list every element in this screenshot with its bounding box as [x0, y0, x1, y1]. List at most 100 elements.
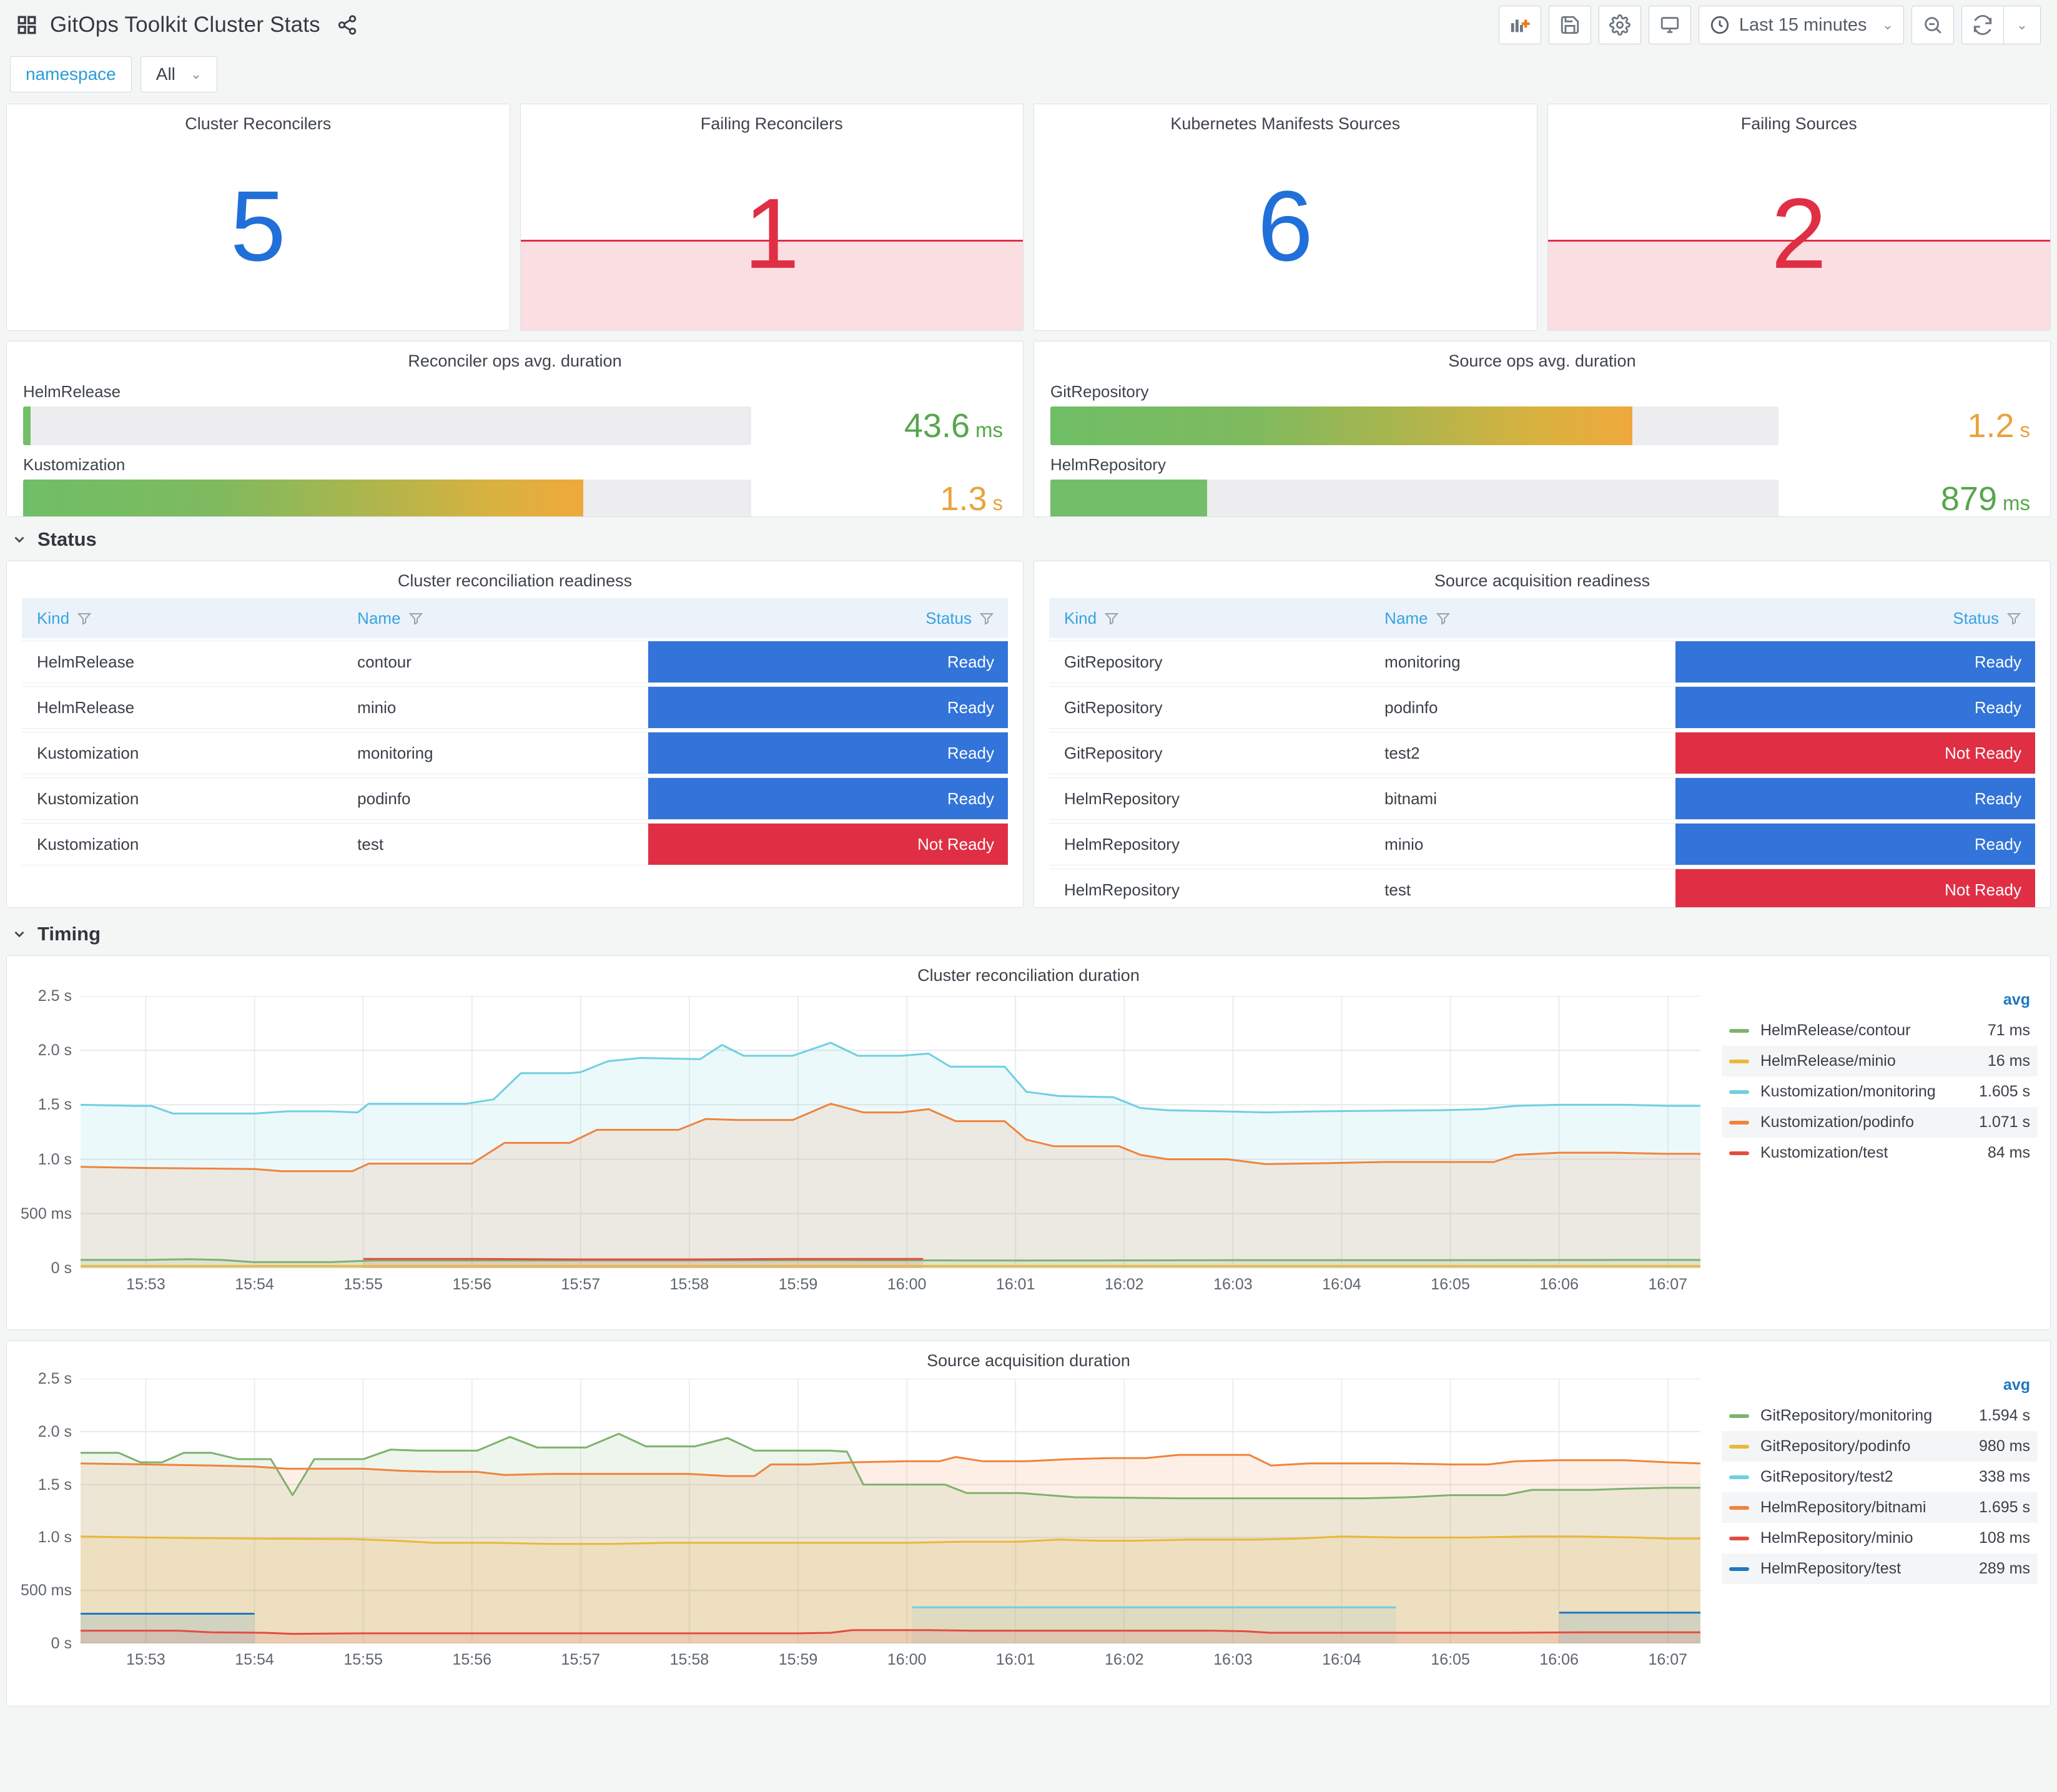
panel-title[interactable]: Cluster reconciliation readiness	[397, 571, 633, 590]
share-icon[interactable]	[337, 14, 358, 36]
status-badge: Ready	[1675, 641, 2035, 682]
panel-title[interactable]: Failing Sources	[1740, 114, 1857, 133]
filter-icon[interactable]	[408, 611, 423, 626]
table-row: HelmRelease minio Ready	[22, 686, 1008, 729]
cell-kind: GitRepository	[1064, 697, 1163, 717]
dashboard-settings-button[interactable]	[1598, 6, 1641, 44]
filter-icon[interactable]	[77, 611, 92, 626]
legend-item[interactable]: GitRepository/test2 338 ms	[1722, 1462, 2038, 1492]
table-panel-cluster-reconciliation-readiness: Cluster reconciliation readiness Kind Na…	[6, 561, 1024, 908]
table-header-row: Kind Name Status	[1049, 598, 2035, 638]
filter-icon[interactable]	[1104, 611, 1119, 626]
legend-avg-header[interactable]: avg	[2003, 1376, 2030, 1394]
legend-item[interactable]: HelmRepository/bitnami 1.695 s	[1722, 1492, 2038, 1523]
time-series-plot[interactable]	[81, 996, 1700, 1268]
gauge-row-label: GitRepository	[1050, 382, 1149, 401]
apps-grid-icon[interactable]	[16, 14, 37, 36]
legend-series-name: HelmRepository/bitnami	[1760, 1499, 1926, 1516]
legend-series-color	[1729, 1414, 1749, 1418]
y-axis-label: 1.5 s	[37, 1475, 72, 1494]
legend-series-color	[1729, 1536, 1749, 1540]
section-header-status[interactable]: Status	[6, 517, 2051, 561]
legend-series-avg: 1.695 s	[1978, 1499, 2030, 1516]
legend-series-avg: 1.071 s	[1978, 1113, 2030, 1131]
panel-title[interactable]: Kubernetes Manifests Sources	[1170, 114, 1401, 133]
legend-item[interactable]: GitRepository/podinfo 980 ms	[1722, 1431, 2038, 1462]
table-row: GitRepository test2 Not Ready	[1049, 732, 2035, 774]
gauge-rows: HelmRelease 43.6 ms Kustomization 1.3 s	[7, 371, 1023, 516]
x-axis-label: 15:57	[561, 1276, 601, 1293]
gauge-unit: ms	[2003, 491, 2030, 514]
legend-item[interactable]: Kustomization/test 84 ms	[1722, 1138, 2038, 1168]
gauge-fill	[1050, 406, 1633, 445]
panel-title[interactable]: Source acquisition readiness	[1434, 571, 1650, 590]
column-header-name[interactable]: Name	[342, 598, 648, 638]
save-dashboard-button[interactable]	[1548, 6, 1591, 44]
legend-series-name: HelmRelease/minio	[1760, 1052, 1896, 1070]
column-header-kind[interactable]: Kind	[1049, 598, 1369, 638]
panel-title[interactable]: Source acquisition duration	[927, 1351, 1130, 1370]
legend-avg-header[interactable]: avg	[2003, 991, 2030, 1008]
cycle-view-button[interactable]	[1648, 6, 1691, 44]
x-axis-label: 15:57	[561, 1651, 601, 1668]
dashboard-title: GitOps Toolkit Cluster Stats	[50, 12, 320, 37]
variable-namespace-value-dropdown[interactable]: All ⌄	[140, 56, 218, 92]
column-header-status[interactable]: Status	[648, 598, 1008, 638]
time-series-plot[interactable]	[81, 1379, 1700, 1643]
cell-name: monitoring	[1384, 652, 1461, 671]
y-axis-label: 0 s	[51, 1259, 72, 1277]
column-header-name[interactable]: Name	[1369, 598, 1675, 638]
chevron-down-icon: ⌄	[190, 66, 202, 82]
legend-item[interactable]: HelmRepository/minio 108 ms	[1722, 1523, 2038, 1553]
status-badge: Ready	[1675, 687, 2035, 728]
legend-item[interactable]: Kustomization/podinfo 1.071 s	[1722, 1107, 2038, 1138]
refresh-button[interactable]	[1961, 6, 2004, 44]
y-axis-label: 1.0 s	[37, 1529, 72, 1547]
column-header-kind[interactable]: Kind	[22, 598, 342, 638]
gauge-track	[1050, 480, 1778, 516]
legend-item[interactable]: HelmRelease/minio 16 ms	[1722, 1046, 2038, 1076]
y-axis-label: 500 ms	[21, 1204, 72, 1223]
chart-legend: avg GitRepository/monitoring 1.594 s GitRep…	[1722, 1374, 2038, 1584]
stat-panel-cluster-reconcilers: Cluster Reconcilers 5	[6, 104, 510, 331]
gauge-value: 879 ms	[1940, 480, 2030, 517]
legend-series-color	[1729, 1505, 1749, 1510]
time-range-picker[interactable]: Last 15 minutes ⌄	[1698, 6, 1904, 44]
refresh-interval-button[interactable]: ⌄	[2003, 6, 2041, 44]
x-axis: 15:53 15:54 15:55 15:56 15:57 15:58 15:59 16:00…	[81, 1651, 1700, 1672]
cell-name: minio	[1384, 834, 1424, 854]
filter-icon[interactable]	[979, 611, 994, 626]
status-badge: Ready	[648, 687, 1008, 728]
status-badge: Ready	[648, 732, 1008, 774]
zoom-out-button[interactable]	[1911, 6, 1954, 44]
gauge-fill	[1050, 480, 1207, 516]
variables-submenu: namespace All ⌄	[6, 50, 2051, 104]
gauge-row: 43.6 ms	[23, 406, 1007, 445]
panel-title[interactable]: Cluster reconciliation duration	[917, 966, 1140, 985]
legend-item[interactable]: GitRepository/monitoring 1.594 s	[1722, 1401, 2038, 1431]
gauge-rows: GitRepository 1.2 s HelmRepository 879 ms	[1034, 371, 2050, 517]
panel-title[interactable]: Failing Reconcilers	[700, 114, 843, 133]
legend-item[interactable]: Kustomization/monitoring 1.605 s	[1722, 1076, 2038, 1107]
section-header-timing[interactable]: Timing	[6, 912, 2051, 955]
gauge-unit: s	[992, 491, 1004, 514]
table-row: Kustomization test Not Ready	[22, 823, 1008, 865]
panel-title[interactable]: Cluster Reconcilers	[185, 114, 332, 133]
gauge-row: 1.2 s	[1050, 406, 2034, 445]
panel-title[interactable]: Reconciler ops avg. duration	[408, 352, 622, 370]
table-row: HelmRelease contour Ready	[22, 641, 1008, 683]
x-axis-label: 16:07	[1648, 1651, 1688, 1668]
x-axis-label: 16:01	[995, 1276, 1035, 1293]
panel-title[interactable]: Source ops avg. duration	[1448, 352, 1636, 370]
variable-namespace-label[interactable]: namespace	[10, 56, 132, 92]
legend-item[interactable]: HelmRelease/contour 71 ms	[1722, 1015, 2038, 1046]
y-axis-label: 2.0 s	[37, 1041, 72, 1060]
cell-name: minio	[357, 697, 397, 717]
filter-icon[interactable]	[1436, 611, 1451, 626]
legend-item[interactable]: HelmRepository/test 289 ms	[1722, 1553, 2038, 1584]
status-badge: Not Ready	[648, 824, 1008, 865]
filter-icon[interactable]	[2006, 611, 2021, 626]
gauge-row-label: HelmRepository	[1050, 455, 1166, 474]
column-header-status[interactable]: Status	[1675, 598, 2035, 638]
add-panel-button[interactable]	[1498, 6, 1541, 44]
